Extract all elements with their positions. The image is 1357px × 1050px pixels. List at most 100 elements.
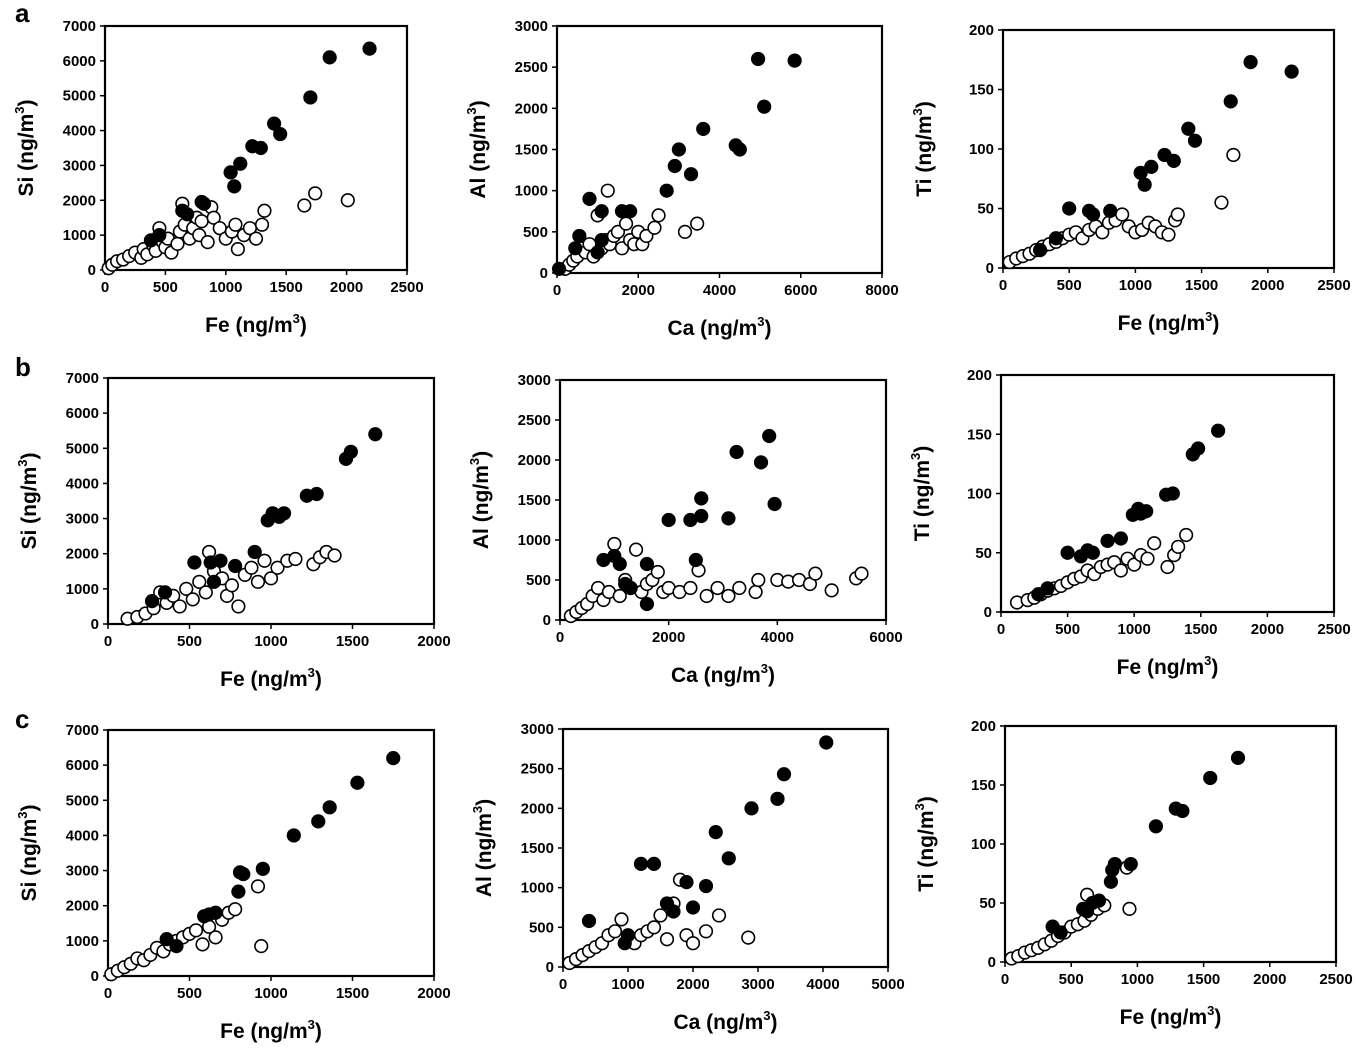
data-point-filled [594,204,609,219]
y-tick-label: 6000 [63,53,96,70]
data-point-filled [350,775,365,790]
data-point-filled [206,574,222,589]
data-point-filled [1191,441,1206,456]
data-point-filled [683,167,699,182]
data-point-filled [1165,486,1180,501]
x-tick-label: 0 [1001,971,1009,988]
x-tick-label: 2000 [1251,277,1284,294]
x-tick-label: 2000 [1251,621,1284,638]
data-point-filled [671,142,686,157]
row-label-a: a [15,0,30,28]
data-point-open [206,210,221,225]
data-point-open [614,912,629,927]
data-point-filled [253,140,268,156]
y-tick-label: 3000 [521,721,554,738]
data-point-filled [696,121,711,137]
y-tick-label: 1000 [63,227,96,244]
data-point-open [308,186,323,201]
y-axis-label: Ti (ng/m3) [908,446,934,542]
data-point-filled [1211,423,1226,438]
data-point-filled [1062,201,1077,216]
data-point-filled [1187,133,1203,148]
y-tick-label: 500 [526,572,551,589]
x-tick-label: 0 [101,279,109,296]
data-point-filled [227,179,242,194]
x-tick-label: 6000 [869,629,902,646]
data-point-open [172,599,187,614]
x-tick-label: 500 [177,633,202,650]
data-point-filled [551,261,567,276]
data-point-filled [639,596,655,612]
data-point-filled [187,555,202,570]
y-axis-label: Si (ng/m3) [15,452,41,549]
data-point-filled [1103,874,1119,889]
y-tick-label: 7000 [66,722,99,739]
y-tick-label: 1500 [518,492,551,509]
data-point-filled [1203,770,1218,786]
y-tick-label: 5000 [66,792,99,809]
y-tick-label: 100 [967,486,992,503]
panel-b-2: 0 2000 4000 6000 0 500 1000 1500 2000 2500 3000 Ca … [467,372,903,687]
data-point-open [254,217,270,232]
x-tick-label: 2000 [417,633,450,650]
x-tick-label: 2000 [330,279,363,296]
data-point-open [698,924,714,939]
x-tick-label: 0 [997,621,1005,638]
data-point-filled [322,50,337,65]
x-tick-label: 2500 [390,279,423,296]
x-tick-label: 1000 [1121,971,1154,988]
data-point-filled [368,427,383,442]
y-tick-label: 500 [529,919,554,936]
y-tick-label: 5000 [66,440,99,457]
y-tick-label: 3000 [66,863,99,880]
data-point-open [198,585,213,600]
y-tick-label: 1500 [515,142,548,159]
x-tick-label: 8000 [865,282,898,299]
data-point-open [327,548,342,563]
data-point-filled [594,232,609,248]
data-point-filled [386,751,401,766]
y-tick-label: 1000 [518,532,551,549]
data-point-filled [568,241,583,256]
data-point-filled [1085,207,1101,222]
x-tick-label: 1000 [254,633,287,650]
y-tick-label: 100 [971,836,996,853]
x-tick-label: 4000 [761,629,794,646]
panel-c-3: 0 500 1000 1500 2000 2500 0 50 100 150 200 Fe (ng/m… [912,718,1353,1029]
y-tick-label: 2000 [518,452,551,469]
x-tick-label: 0 [559,976,567,993]
y-tick-label: 2500 [518,412,551,429]
data-point-filled [666,904,681,919]
plot-frame [103,24,409,272]
x-tick-label: 1500 [270,279,303,296]
y-tick-label: 4000 [66,475,99,492]
data-point-filled [236,866,251,882]
data-point-open [208,930,223,945]
y-tick-label: 7000 [63,18,96,35]
data-point-filled [228,558,243,574]
y-tick-label: 0 [546,959,554,976]
y-tick-label: 6000 [66,757,99,774]
data-point-filled [1048,231,1064,246]
data-point-filled [787,53,802,68]
data-point-open [600,183,615,198]
data-point-filled [623,204,638,219]
data-point-open [340,193,355,208]
data-point-open [1160,559,1175,575]
data-point-open [732,580,747,596]
data-point-open [647,220,662,235]
data-point-open [297,198,312,213]
data-point-open [690,216,705,231]
data-point-open [1140,551,1155,566]
x-tick-label: 4000 [806,976,839,993]
data-point-filled [757,99,772,114]
x-tick-label: 2000 [417,985,450,1002]
data-point-open [257,553,272,568]
x-tick-label: 500 [1057,277,1082,294]
x-tick-label: 2000 [652,629,685,646]
y-tick-label: 2000 [521,800,554,817]
x-axis-label: Ca (ng/m3) [667,314,771,340]
data-point-filled [633,856,649,871]
y-tick-label: 2500 [521,761,554,778]
y-tick-label: 0 [988,954,996,971]
